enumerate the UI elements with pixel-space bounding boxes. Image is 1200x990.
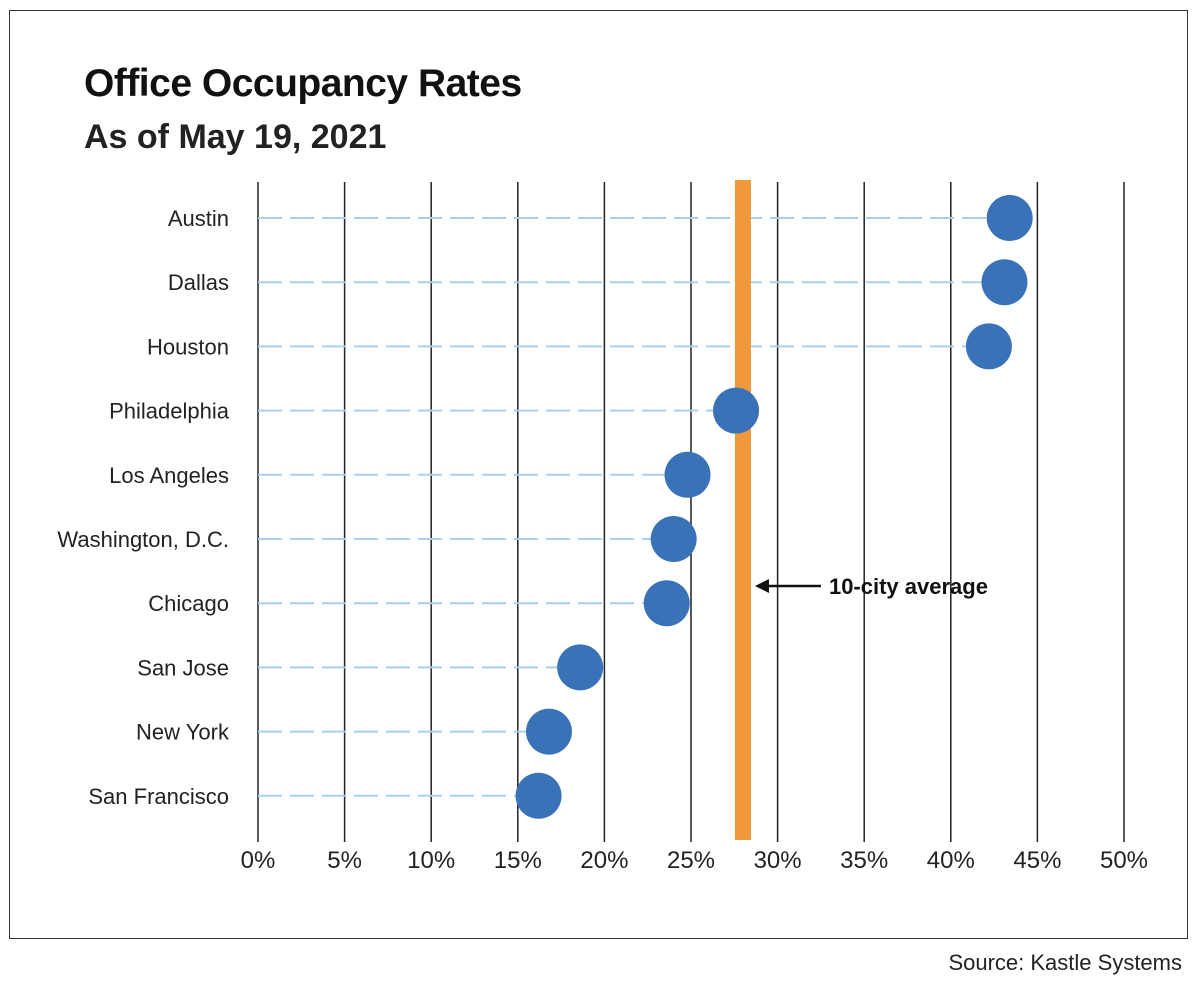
data-point bbox=[986, 195, 1033, 241]
category-label: New York bbox=[136, 720, 230, 745]
data-point bbox=[515, 772, 562, 819]
x-axis-ticks: 0% 5% 10% 15% 20% 25% 30% 35% 40% 45% 50% bbox=[241, 847, 1148, 874]
category-labels: Austin Dallas Houston Philadelphia Los Angel… bbox=[57, 206, 230, 809]
category-label: Houston bbox=[147, 334, 229, 359]
data-point bbox=[650, 516, 697, 562]
arrow-head-icon bbox=[754, 579, 769, 593]
data-point bbox=[643, 580, 690, 627]
x-tick-label: 30% bbox=[754, 847, 802, 874]
data-point bbox=[557, 644, 604, 691]
category-label: San Jose bbox=[137, 655, 229, 680]
category-label: Austin bbox=[168, 206, 229, 231]
category-label: Philadelphia bbox=[109, 399, 230, 424]
chart-subtitle: As of May 19, 2021 bbox=[84, 118, 387, 156]
leader-lines bbox=[258, 217, 1010, 797]
data-point bbox=[664, 451, 711, 498]
chart-title: Office Occupancy Rates bbox=[84, 62, 522, 105]
x-tick-label: 40% bbox=[927, 847, 975, 874]
x-tick-label: 25% bbox=[667, 847, 715, 874]
x-tick-label: 35% bbox=[840, 847, 888, 874]
x-tick-label: 10% bbox=[407, 847, 455, 874]
x-tick-label: 0% bbox=[241, 847, 276, 874]
data-point bbox=[981, 259, 1028, 306]
data-points bbox=[515, 195, 1033, 819]
category-label: Dallas bbox=[168, 270, 229, 295]
category-label: Chicago bbox=[148, 591, 229, 616]
x-tick-label: 50% bbox=[1100, 847, 1148, 874]
category-label: Washington, D.C. bbox=[57, 527, 229, 552]
average-label: 10-city average bbox=[829, 574, 988, 599]
x-tick-label: 45% bbox=[1013, 847, 1061, 874]
data-point bbox=[965, 323, 1012, 370]
source-note: Source: Kastle Systems bbox=[948, 950, 1182, 975]
data-point bbox=[525, 708, 572, 755]
category-label: San Francisco bbox=[88, 784, 229, 809]
x-tick-label: 20% bbox=[580, 847, 628, 874]
average-line bbox=[734, 180, 751, 840]
data-point bbox=[713, 387, 760, 434]
x-tick-label: 15% bbox=[494, 847, 542, 874]
category-label: Los Angeles bbox=[109, 463, 229, 488]
chart-frame bbox=[9, 10, 1188, 939]
x-tick-label: 5% bbox=[327, 847, 362, 874]
average-annotation: 10-city average bbox=[754, 574, 988, 599]
